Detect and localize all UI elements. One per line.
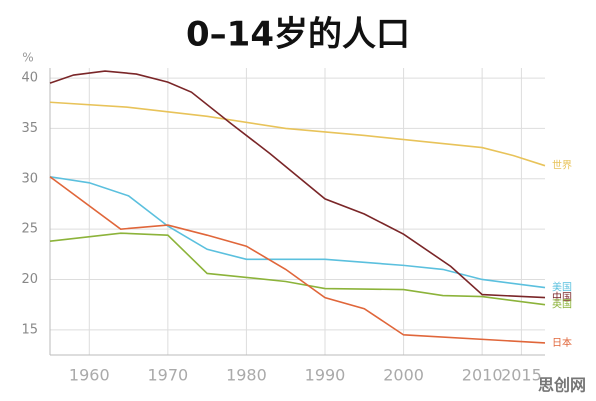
y-axis-label: % xyxy=(22,51,33,65)
x-tick-label: 1960 xyxy=(69,366,110,385)
series-line xyxy=(49,232,546,306)
legend-label: 世界 xyxy=(552,160,572,172)
y-tick-label: 35 xyxy=(21,121,38,136)
y-tick-label: 40 xyxy=(21,71,38,86)
series-line xyxy=(49,176,546,344)
x-tick-label: 1990 xyxy=(305,366,346,385)
y-tick-label: 20 xyxy=(21,272,38,287)
legend-label: 英国 xyxy=(552,298,572,311)
y-tick-label: 30 xyxy=(21,171,38,186)
watermark: 思创网 xyxy=(538,376,586,395)
series-line xyxy=(49,101,546,167)
x-tick-label: 2010 xyxy=(462,366,503,385)
x-tick-label: 1970 xyxy=(147,366,188,385)
legend-label: 日本 xyxy=(552,336,572,349)
legend-label: 美国 xyxy=(552,281,572,294)
series-line xyxy=(49,175,546,289)
x-tick-label: 2000 xyxy=(383,366,424,385)
legend-label: 中国 xyxy=(552,291,572,304)
chart-title: 0–14岁的人口 xyxy=(186,15,410,55)
series-line xyxy=(49,70,546,299)
y-tick-label: 15 xyxy=(21,322,38,337)
y-tick-label: 25 xyxy=(21,222,38,237)
x-tick-label: 2015 xyxy=(501,366,542,385)
x-tick-label: 1980 xyxy=(226,366,267,385)
